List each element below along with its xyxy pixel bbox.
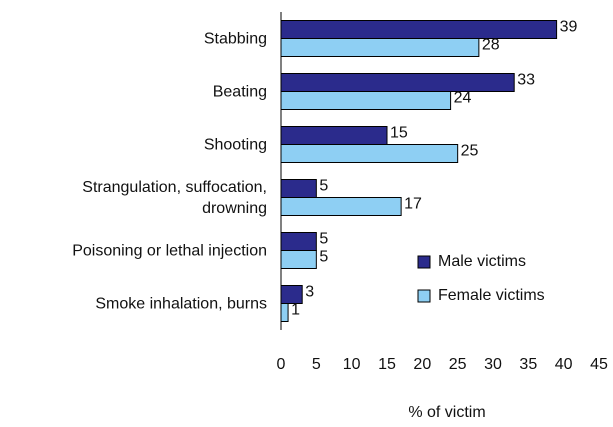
bar	[280, 179, 317, 198]
x-tick-label: 15	[378, 356, 396, 373]
data-label: 5	[319, 231, 328, 248]
bar	[280, 144, 459, 163]
x-tick-label: 10	[343, 356, 361, 373]
data-label: 1	[291, 302, 300, 319]
x-tick-label: 40	[555, 356, 573, 373]
x-tick-label: 45	[590, 356, 608, 373]
data-label: 33	[517, 72, 535, 89]
legend-swatch	[417, 289, 431, 303]
bar	[280, 38, 480, 57]
legend-label: Male victims	[438, 253, 526, 270]
x-tick-label: 5	[312, 356, 321, 373]
data-label: 39	[560, 19, 578, 36]
x-axis-label: % of victim	[408, 404, 485, 421]
bar	[280, 91, 452, 110]
x-tick-label: 25	[449, 356, 467, 373]
x-tick-label: 0	[277, 356, 286, 373]
data-label: 17	[404, 196, 422, 213]
y-tick-label: Shooting	[203, 136, 267, 153]
y-tick-label: Smoke inhalation, burns	[95, 295, 267, 312]
bar	[280, 197, 402, 216]
bar	[280, 285, 303, 304]
legend-swatch	[417, 255, 431, 269]
data-label: 28	[482, 37, 500, 54]
bar	[280, 73, 515, 92]
bar	[280, 250, 317, 269]
bar	[280, 126, 388, 145]
legend-label: Female victims	[438, 287, 545, 304]
y-tick-label: Stabbing	[203, 30, 267, 47]
data-label: 5	[319, 249, 328, 266]
bar	[280, 20, 558, 39]
x-tick-label: 35	[519, 356, 537, 373]
data-label: 25	[461, 143, 479, 160]
data-label: 5	[319, 178, 328, 195]
x-tick-label: 30	[484, 356, 502, 373]
bar	[280, 303, 289, 322]
data-label: 15	[390, 125, 408, 142]
data-label: 24	[454, 90, 472, 107]
y-tick-label: Strangulation, suffocation, drowning	[82, 178, 267, 217]
bar	[280, 232, 317, 251]
x-tick-label: 20	[413, 356, 431, 373]
y-tick-label: Poisoning or lethal injection	[72, 242, 267, 259]
data-label: 3	[305, 284, 314, 301]
y-tick-label: Beating	[212, 83, 267, 100]
